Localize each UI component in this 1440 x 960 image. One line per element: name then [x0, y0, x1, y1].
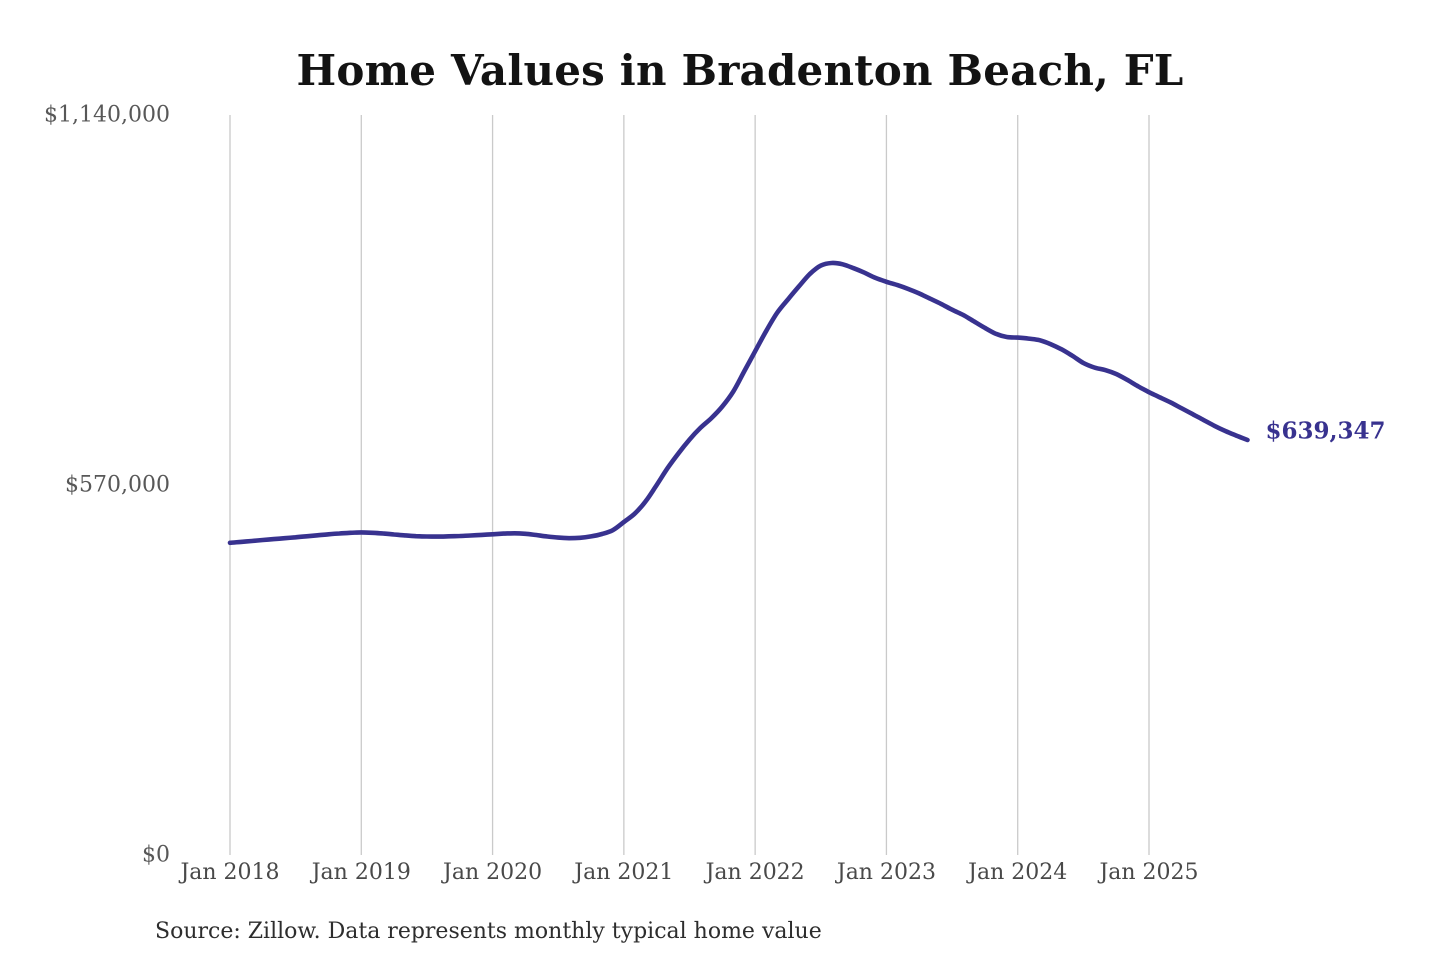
x-tick-label: Jan 2025: [1099, 860, 1199, 885]
x-tick-label: Jan 2021: [574, 860, 674, 885]
x-tick-label: Jan 2023: [836, 860, 936, 885]
x-tick-label: Jan 2019: [311, 860, 411, 885]
y-tick-label: $0: [142, 842, 170, 868]
end-value-label: $639,347: [1265, 417, 1386, 445]
x-tick-label: Jan 2022: [705, 860, 805, 885]
y-tick-label: $1,140,000: [44, 102, 170, 128]
chart-line: [227, 260, 1250, 546]
source-note: Source: Zillow. Data represents monthly …: [155, 919, 822, 944]
y-tick-label: $570,000: [65, 472, 170, 498]
chart-title: Home Values in Bradenton Beach, FL: [296, 46, 1184, 95]
x-tick-label: Jan 2024: [968, 860, 1068, 885]
x-tick-label: Jan 2018: [180, 860, 280, 885]
x-tick-label: Jan 2020: [443, 860, 543, 885]
